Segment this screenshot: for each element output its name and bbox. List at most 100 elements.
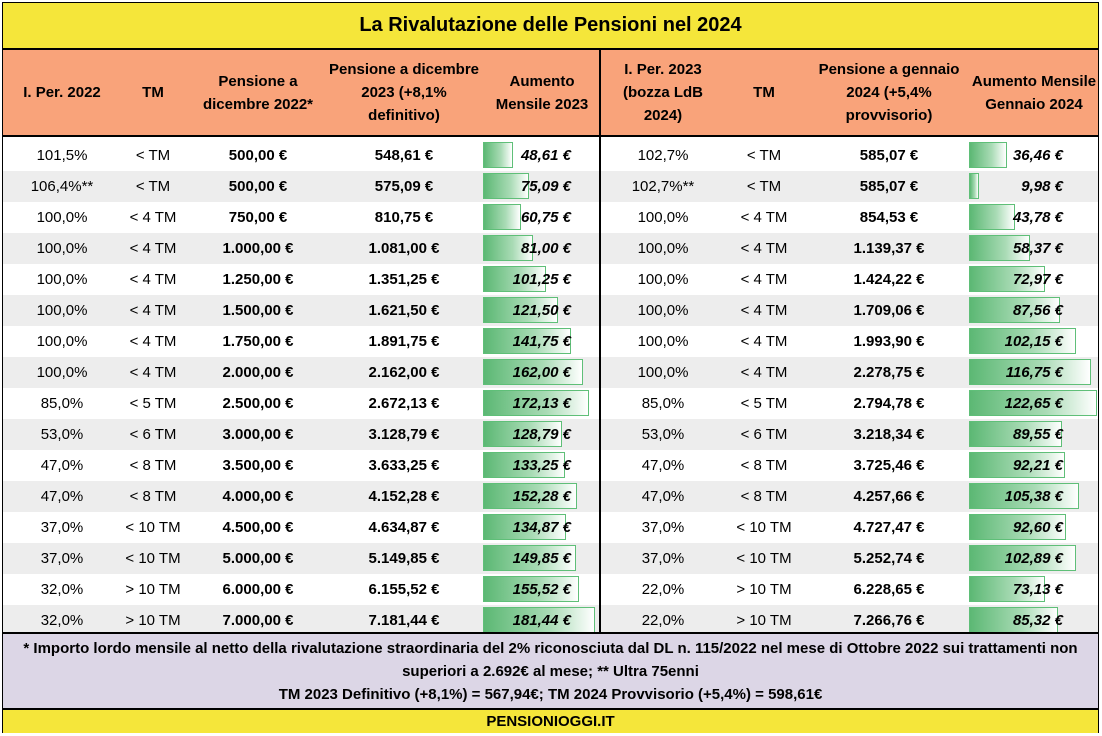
cell-iper2022: 47,0% bbox=[40, 488, 84, 505]
cell-iper2022: 37,0% bbox=[40, 550, 84, 567]
cell-aumento-2024: 89,55 € bbox=[1012, 426, 1063, 443]
data-bar-aumento-2023 bbox=[483, 328, 571, 354]
data-bar-aumento-2023 bbox=[483, 483, 577, 509]
header-iper2023: I. Per. 2023 (bozza LdB 2024) bbox=[623, 61, 703, 124]
cell-tm-2022: < 5 TM bbox=[129, 395, 177, 412]
cell-pensione-gen2024: 1.139,37 € bbox=[853, 240, 925, 257]
table-row: 37,0% < 10 TM 4.500,00 € 4.634,87 € 37,0% < 1… bbox=[3, 512, 1098, 543]
cell-iper2022: 100,0% bbox=[36, 271, 88, 288]
data-bar-aumento-2023 bbox=[483, 452, 565, 478]
cell-aumento-2023: 121,50 € bbox=[512, 302, 571, 319]
cell-pensione-dic2022: 2.500,00 € bbox=[222, 395, 294, 412]
cell-pensione-gen2024: 585,07 € bbox=[859, 178, 919, 195]
cell-pensione-gen2024: 2.794,78 € bbox=[853, 395, 925, 412]
data-bar-aumento-2023 bbox=[483, 359, 583, 385]
cell-pensione-dic2022: 1.250,00 € bbox=[222, 271, 294, 288]
cell-pensione-gen2024: 7.266,76 € bbox=[853, 612, 925, 629]
data-bar-aumento-2024 bbox=[969, 576, 1045, 602]
data-bar-aumento-2023 bbox=[483, 142, 513, 168]
table-footnote: * Importo lordo mensile al netto della r… bbox=[3, 632, 1098, 708]
cell-pensione-dic2023: 3.128,79 € bbox=[368, 426, 440, 443]
cell-tm-2022: > 10 TM bbox=[125, 581, 181, 598]
cell-iper2023: 37,0% bbox=[641, 519, 685, 536]
cell-pensione-dic2022: 7.000,00 € bbox=[222, 612, 294, 629]
cell-pensione-gen2024: 1.709,06 € bbox=[853, 302, 925, 319]
cell-iper2023: 100,0% bbox=[637, 333, 689, 350]
header-pensione-dic2022: Pensione a dicembre 2022* bbox=[202, 72, 314, 113]
cell-pensione-gen2024: 585,07 € bbox=[859, 147, 919, 164]
cell-iper2023: 100,0% bbox=[637, 271, 689, 288]
table-title: La Rivalutazione delle Pensioni nel 2024 bbox=[3, 3, 1098, 50]
cell-pensione-dic2023: 1.081,00 € bbox=[368, 240, 440, 257]
cell-iper2023: 53,0% bbox=[641, 426, 685, 443]
cell-aumento-2024: 43,78 € bbox=[1012, 209, 1063, 226]
cell-tm-2022: < 4 TM bbox=[129, 209, 177, 226]
table-row: 37,0% < 10 TM 5.000,00 € 5.149,85 € 37,0% < 1… bbox=[3, 543, 1098, 574]
cell-pensione-gen2024: 5.252,74 € bbox=[853, 550, 925, 567]
table-row: 100,0% < 4 TM 1.750,00 € 1.891,75 € 100,0% < … bbox=[3, 326, 1098, 357]
cell-tm-2023: < 10 TM bbox=[736, 519, 792, 536]
cell-aumento-2023: 101,25 € bbox=[512, 271, 571, 288]
cell-aumento-2023: 134,87 € bbox=[512, 519, 571, 536]
cell-aumento-2024: 58,37 € bbox=[1012, 240, 1063, 257]
cell-pensione-gen2024: 4.257,66 € bbox=[853, 488, 925, 505]
data-bar-aumento-2024 bbox=[969, 514, 1066, 540]
data-bar-aumento-2024 bbox=[969, 483, 1079, 509]
data-bar-aumento-2024 bbox=[969, 328, 1076, 354]
cell-tm-2023: > 10 TM bbox=[736, 612, 792, 629]
header-pensione-gen2024: Pensione a gennaio 2024 (+5,4% provvisor… bbox=[818, 61, 960, 124]
cell-pensione-dic2023: 3.633,25 € bbox=[368, 457, 440, 474]
cell-tm-2022: < 4 TM bbox=[129, 271, 177, 288]
table-row: 100,0% < 4 TM 750,00 € 810,75 € 100,0% < 4 TM… bbox=[3, 202, 1098, 233]
cell-pensione-dic2023: 6.155,52 € bbox=[368, 581, 440, 598]
cell-pensione-dic2023: 810,75 € bbox=[374, 209, 434, 226]
cell-pensione-dic2023: 1.621,50 € bbox=[368, 302, 440, 319]
cell-tm-2023: < 8 TM bbox=[740, 457, 788, 474]
cell-tm-2022: < 4 TM bbox=[129, 240, 177, 257]
cell-aumento-2024: 116,75 € bbox=[1005, 364, 1063, 381]
table-row: 32,0% > 10 TM 7.000,00 € 7.181,44 € 22,0% > 1… bbox=[3, 605, 1098, 636]
cell-pensione-dic2022: 1.750,00 € bbox=[222, 333, 294, 350]
data-bar-aumento-2024 bbox=[969, 204, 1015, 230]
cell-aumento-2024: 102,15 € bbox=[1004, 333, 1063, 350]
cell-aumento-2023: 81,00 € bbox=[520, 240, 571, 257]
cell-pensione-gen2024: 6.228,65 € bbox=[853, 581, 925, 598]
cell-aumento-2023: 133,25 € bbox=[512, 457, 571, 474]
data-bar-aumento-2023 bbox=[483, 545, 576, 571]
cell-iper2022: 37,0% bbox=[40, 519, 84, 536]
cell-aumento-2023: 162,00 € bbox=[512, 364, 571, 381]
cell-iper2022: 100,0% bbox=[36, 302, 88, 319]
cell-pensione-dic2022: 5.000,00 € bbox=[222, 550, 294, 567]
data-bar-aumento-2024 bbox=[969, 545, 1076, 571]
cell-iper2022: 32,0% bbox=[40, 612, 84, 629]
cell-pensione-dic2023: 1.351,25 € bbox=[368, 271, 440, 288]
cell-pensione-dic2022: 4.000,00 € bbox=[222, 488, 294, 505]
cell-aumento-2024: 87,56 € bbox=[1012, 302, 1063, 319]
cell-aumento-2024: 9,98 € bbox=[1021, 178, 1063, 195]
cell-tm-2022: < 4 TM bbox=[129, 333, 177, 350]
cell-aumento-2024: 73,13 € bbox=[1012, 581, 1063, 598]
cell-pensione-dic2022: 3.500,00 € bbox=[222, 457, 294, 474]
cell-iper2022: 100,0% bbox=[36, 240, 88, 257]
table-row: 100,0% < 4 TM 2.000,00 € 2.162,00 € 100,0% < … bbox=[3, 357, 1098, 388]
table-row: 85,0% < 5 TM 2.500,00 € 2.672,13 € 85,0% < 5 … bbox=[3, 388, 1098, 419]
cell-pensione-dic2023: 2.162,00 € bbox=[368, 364, 440, 381]
cell-aumento-2024: 92,21 € bbox=[1012, 457, 1063, 474]
cell-aumento-2023: 128,79 € bbox=[512, 426, 571, 443]
cell-pensione-gen2024: 1.993,90 € bbox=[853, 333, 925, 350]
cell-iper2023: 47,0% bbox=[641, 488, 685, 505]
cell-pensione-dic2023: 548,61 € bbox=[374, 147, 434, 164]
cell-iper2022: 100,0% bbox=[36, 209, 88, 226]
cell-iper2023: 47,0% bbox=[641, 457, 685, 474]
cell-aumento-2024: 36,46 € bbox=[1012, 147, 1063, 164]
data-bar-aumento-2024 bbox=[969, 173, 979, 199]
table-row: 47,0% < 8 TM 4.000,00 € 4.152,28 € 47,0% < 8 … bbox=[3, 481, 1098, 512]
cell-iper2023: 37,0% bbox=[641, 550, 685, 567]
cell-aumento-2024: 85,32 € bbox=[1012, 612, 1063, 629]
header-aumento-2023: Aumento Mensile 2023 bbox=[495, 72, 589, 113]
cell-tm-2022: < 4 TM bbox=[129, 364, 177, 381]
table-row: 32,0% > 10 TM 6.000,00 € 6.155,52 € 22,0% > 1… bbox=[3, 574, 1098, 605]
cell-pensione-dic2022: 500,00 € bbox=[228, 147, 288, 164]
data-bar-aumento-2024 bbox=[969, 359, 1091, 385]
cell-tm-2022: > 10 TM bbox=[125, 612, 181, 629]
